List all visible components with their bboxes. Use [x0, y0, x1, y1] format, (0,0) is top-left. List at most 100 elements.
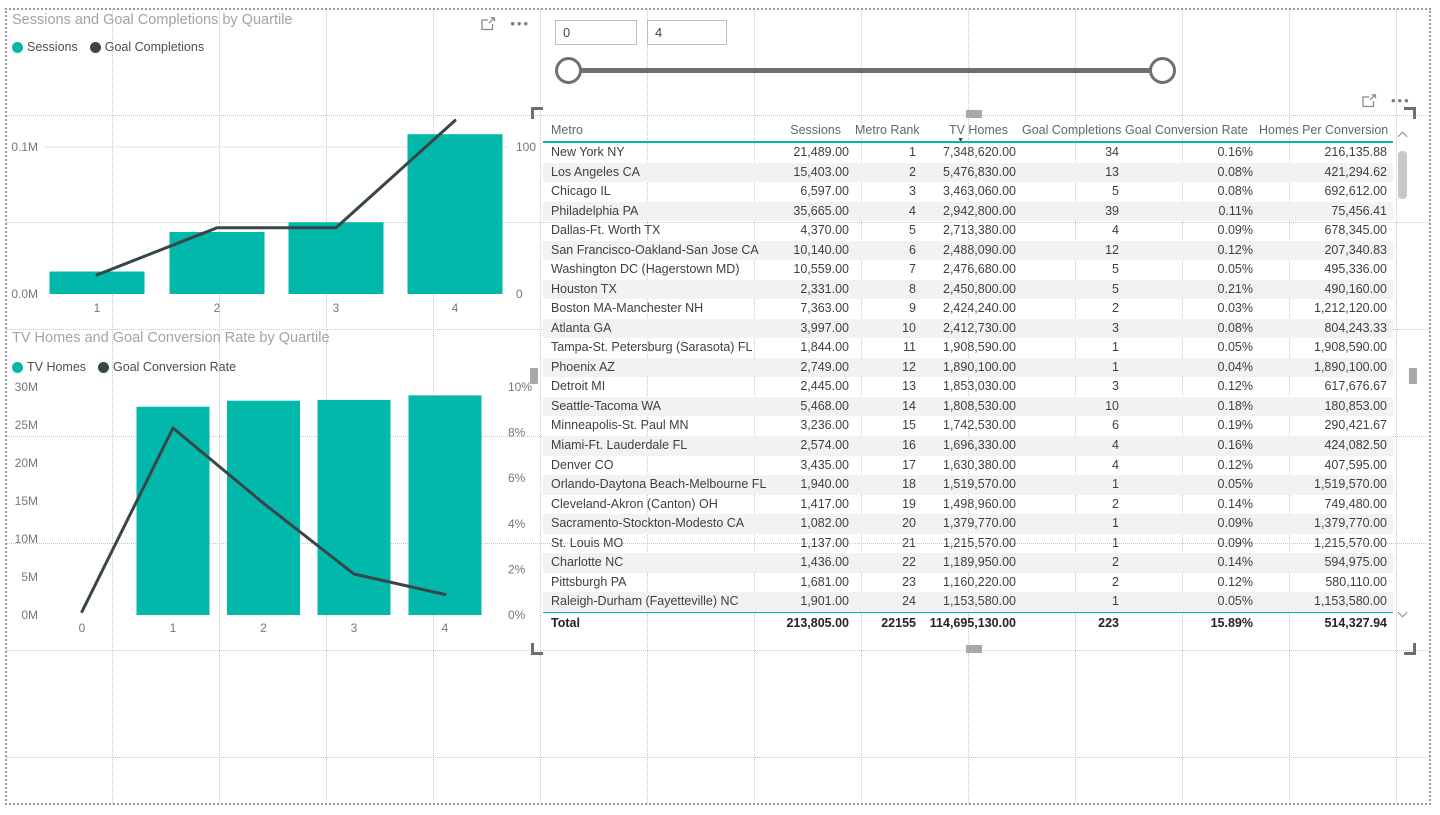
table-cell: 1,890,100.00	[1314, 359, 1387, 374]
column-header-tv-homes[interactable]: TV Homes ▼	[922, 120, 1022, 141]
table-cell: 6	[1112, 418, 1119, 433]
table-cell: 0.05%	[1217, 262, 1253, 277]
column-header-homes-per-conversion[interactable]: Homes Per Conversion	[1259, 123, 1389, 137]
table-total-cell: 514,327.94	[1324, 616, 1387, 630]
table-cell: 15,403.00	[793, 164, 849, 179]
table-cell: Dallas-Ft. Worth TX	[551, 223, 661, 238]
column-header-metro[interactable]: Metro	[551, 123, 583, 137]
table-cell: 13	[902, 379, 916, 394]
table-cell: 3,435.00	[800, 457, 849, 472]
table-cell: 9	[909, 301, 916, 316]
sessions-goal-completions-plot: 0.0M 0.1M 0 100 1 2 3 4	[11, 119, 536, 315]
column-header-sessions[interactable]: Sessions	[790, 123, 841, 137]
selection-bottom-handle[interactable]	[966, 645, 982, 653]
visual-sessions-goal-completions-chart[interactable]: Sessions and Goal Completions by Quartil…	[8, 8, 540, 324]
table-scrollbar[interactable]	[1396, 125, 1410, 625]
svg-text:10%: 10%	[508, 380, 532, 394]
table-row[interactable]: Cleveland-Akron (Canton) OH 1,417.00 19 1,4…	[543, 495, 1393, 515]
table-cell: 1,137.00	[800, 535, 849, 550]
selection-corner-handle[interactable]	[1404, 107, 1416, 119]
table-row[interactable]: Miami-Ft. Lauderdale FL 2,574.00 16 1,696,3…	[543, 435, 1393, 456]
svg-text:2: 2	[260, 621, 267, 635]
visual-metro-table[interactable]: Metro Sessions Metro Rank TV Homes ▼ Goal Com…	[537, 113, 1412, 648]
svg-text:30M: 30M	[15, 380, 38, 394]
table-total-cell: 114,695,130.00	[929, 616, 1016, 630]
table-cell: 207,340.83	[1324, 242, 1387, 257]
table-cell: 2,450,800.00	[943, 281, 1016, 296]
svg-text:5M: 5M	[21, 570, 38, 584]
table-cell: Chicago IL	[551, 184, 611, 199]
table-row[interactable]: Pittsburgh PA 1,681.00 23 1,160,220.00 2 0.12…	[543, 573, 1393, 593]
table-cell: 692,612.00	[1324, 184, 1387, 199]
more-options-icon[interactable]: •••	[1391, 93, 1411, 108]
svg-text:6%: 6%	[508, 471, 526, 485]
table-cell: 1,742,530.00	[943, 418, 1016, 433]
table-row[interactable]: Raleigh-Durham (Fayetteville) NC 1,901.00…	[543, 592, 1393, 612]
table-cell: 0.05%	[1217, 477, 1253, 492]
legend-item: TV Homes	[12, 360, 86, 374]
scrollbar-thumb[interactable]	[1398, 151, 1407, 199]
table-cell: 0.09%	[1217, 223, 1253, 238]
legend-label: Sessions	[27, 40, 78, 54]
column-header-goal-completions[interactable]: Goal Completions	[1022, 123, 1122, 137]
table-cell: 2,942,800.00	[943, 203, 1016, 218]
table-cell: Sacramento-Stockton-Modesto CA	[551, 516, 745, 531]
selection-right-handle[interactable]	[1409, 368, 1417, 384]
table-row[interactable]: Phoenix AZ 2,749.00 12 1,890,100.00 1 0.04% 1,…	[543, 357, 1393, 378]
table-cell: 0.05%	[1217, 340, 1253, 355]
table-cell: Seattle-Tacoma WA	[551, 398, 661, 413]
table-cell: 3,463,060.00	[943, 184, 1016, 199]
table-row[interactable]: Washington DC (Hagerstown MD) 10,559.00 7 2…	[543, 260, 1393, 280]
table-row[interactable]: Houston TX 2,331.00 8 2,450,800.00 5 0.21% 490…	[543, 279, 1393, 300]
slider-min-input[interactable]	[555, 20, 637, 45]
table-cell: 21,489.00	[793, 145, 849, 159]
table-cell: 0.12%	[1217, 457, 1253, 472]
column-header-goal-conversion-rate[interactable]: Goal Conversion Rate	[1125, 123, 1248, 137]
column-header-metro-rank[interactable]: Metro Rank	[855, 123, 920, 137]
table-row[interactable]: St. Louis MO 1,137.00 21 1,215,570.00 1 0.09%…	[543, 534, 1393, 554]
table-row[interactable]: Denver CO 3,435.00 17 1,630,380.00 4 0.12% 407…	[543, 456, 1393, 476]
selection-corner-handle[interactable]	[531, 643, 543, 655]
table-row[interactable]: Orlando-Daytona Beach-Melbourne FL 1,940.…	[543, 475, 1393, 495]
table-cell: 0.14%	[1217, 496, 1253, 511]
table-row[interactable]: San Francisco-Oakland-San Jose CA 10,140.…	[543, 240, 1393, 261]
focus-mode-icon[interactable]	[1362, 94, 1377, 108]
slider-handle-min[interactable]	[555, 57, 582, 84]
table-cell: 5,468.00	[800, 398, 849, 413]
visual-quartile-range-slider[interactable]	[548, 12, 1432, 98]
table-cell: 1,908,590.00	[1314, 340, 1387, 355]
svg-text:25M: 25M	[15, 418, 38, 432]
table-row[interactable]: Dallas-Ft. Worth TX 4,370.00 5 2,713,380.00…	[543, 221, 1393, 241]
selection-top-handle[interactable]	[966, 110, 982, 118]
table-row[interactable]: Atlanta GA 3,997.00 10 2,412,730.00 3 0.08% 80…	[543, 318, 1393, 339]
table-row[interactable]: Philadelphia PA 35,665.00 4 2,942,800.00 39 0…	[543, 201, 1393, 222]
table-row[interactable]: Los Angeles CA 15,403.00 2 5,476,830.00 13 0.…	[543, 162, 1393, 183]
table-row[interactable]: Boston MA-Manchester NH 7,363.00 9 2,424,24…	[543, 299, 1393, 319]
visual-tvhomes-conversion-chart[interactable]: TV Homes and Goal Conversion Rate by Qua…	[8, 328, 540, 642]
table-row[interactable]: Detroit MI 2,445.00 13 1,853,030.00 3 0.12% 61…	[543, 377, 1393, 397]
slider-track[interactable]	[569, 68, 1150, 73]
table-cell: 3,236.00	[800, 418, 849, 433]
scroll-down-icon[interactable]	[1397, 607, 1408, 618]
table-cell: Boston MA-Manchester NH	[551, 301, 704, 316]
table-row[interactable]: Charlotte NC 1,436.00 22 1,189,950.00 2 0.14%…	[543, 553, 1393, 573]
slider-max-input[interactable]	[647, 20, 727, 45]
scroll-up-icon[interactable]	[1397, 131, 1408, 142]
table-row[interactable]: Chicago IL 6,597.00 3 3,463,060.00 5 0.08% 692…	[543, 182, 1393, 202]
table-row[interactable]: Seattle-Tacoma WA 5,468.00 14 1,808,530.00 1…	[543, 396, 1393, 417]
table-row[interactable]: Sacramento-Stockton-Modesto CA 1,082.00 20…	[543, 514, 1393, 534]
selection-corner-handle[interactable]	[1404, 643, 1416, 655]
svg-text:8%: 8%	[508, 426, 526, 440]
selection-corner-handle[interactable]	[531, 107, 543, 119]
slider-handle-max[interactable]	[1149, 57, 1176, 84]
table-cell: New York NY	[551, 145, 625, 159]
table-row[interactable]: New York NY 21,489.00 1 7,348,620.00 34 0.16%…	[543, 143, 1393, 163]
selection-left-handle[interactable]	[530, 368, 538, 384]
focus-mode-icon[interactable]	[481, 17, 497, 31]
table-row[interactable]: Tampa-St. Petersburg (Sarasota) FL 1,844.…	[543, 338, 1393, 358]
table-row[interactable]: Minneapolis-St. Paul MN 3,236.00 15 1,742,5…	[543, 416, 1393, 436]
table-cell: 1,379,770.00	[943, 516, 1016, 531]
table-cell: 4	[1112, 437, 1119, 452]
more-options-icon[interactable]: •••	[510, 16, 530, 31]
svg-text:2: 2	[214, 301, 221, 315]
